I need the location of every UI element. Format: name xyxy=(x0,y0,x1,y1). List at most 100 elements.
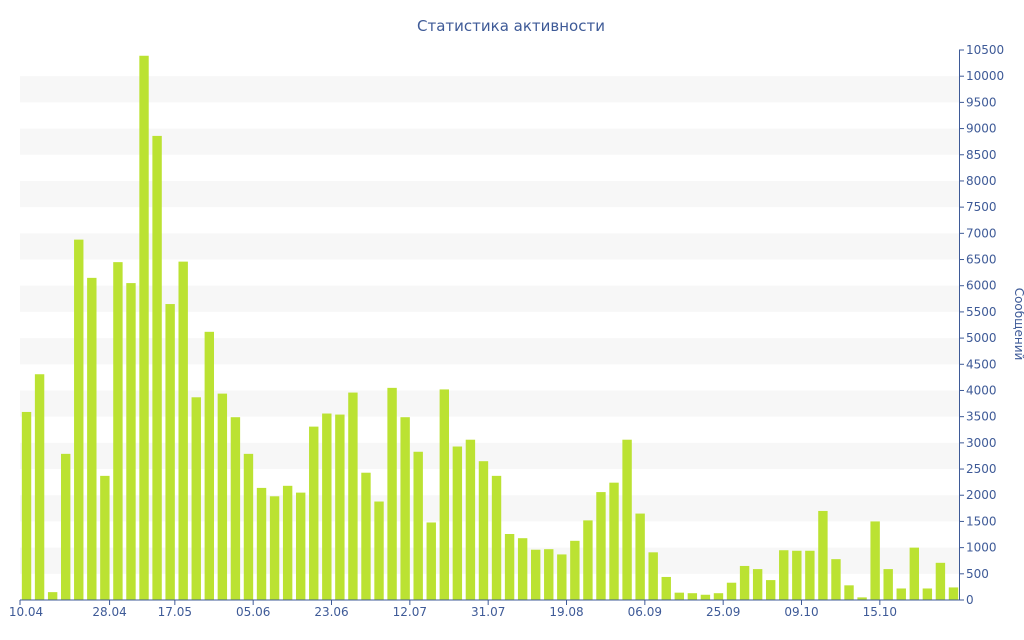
bar xyxy=(204,331,215,600)
bar xyxy=(243,453,254,600)
y-tick-label: 4000 xyxy=(966,383,997,397)
grid-band xyxy=(20,180,960,208)
bar xyxy=(765,580,776,600)
y-tick-label: 5500 xyxy=(966,305,997,319)
x-axis-ticks: 10.04 28.04 17.05 05.06 23.06 12.07 31.07 19.08… xyxy=(9,600,897,619)
bar xyxy=(21,411,32,600)
bar xyxy=(831,559,841,600)
grid-band xyxy=(20,442,960,470)
y-tick-label: 9000 xyxy=(966,122,997,136)
x-tick-label: 12.07 xyxy=(393,605,427,619)
bar xyxy=(269,496,280,600)
bar xyxy=(609,482,619,600)
grid-band xyxy=(20,76,960,103)
bar xyxy=(126,283,136,600)
bar xyxy=(948,587,959,600)
bar xyxy=(87,277,97,600)
bar xyxy=(870,521,880,600)
grid-bands xyxy=(20,76,960,574)
grid-band xyxy=(20,495,960,522)
y-tick-label: 4500 xyxy=(966,357,997,371)
bar xyxy=(752,569,763,600)
x-tick-label: 23.06 xyxy=(314,605,348,619)
bar xyxy=(922,588,933,600)
bar xyxy=(857,597,867,600)
bar xyxy=(256,487,267,600)
y-tick-label: 6000 xyxy=(966,279,997,293)
bar xyxy=(452,446,463,600)
bar xyxy=(818,510,828,600)
y-axis-label: Сообщений xyxy=(1012,288,1024,361)
grid-band xyxy=(20,128,960,155)
chart-title: Статистика активности xyxy=(417,17,605,35)
bar xyxy=(844,585,854,600)
bar xyxy=(674,592,685,600)
y-tick-label: 500 xyxy=(966,567,989,581)
bar xyxy=(152,135,162,600)
bar xyxy=(361,472,371,600)
bar xyxy=(335,414,345,600)
bar xyxy=(217,393,228,600)
y-tick-label: 7000 xyxy=(966,226,997,240)
bar xyxy=(687,593,698,600)
x-tick-label: 19.08 xyxy=(549,605,583,619)
bar xyxy=(348,392,358,600)
bars xyxy=(21,55,959,601)
bar xyxy=(74,239,84,600)
bar xyxy=(530,549,541,600)
grid-band xyxy=(20,390,960,417)
bar xyxy=(517,538,528,600)
y-tick-label: 10000 xyxy=(966,69,1004,83)
x-tick-label: 05.06 xyxy=(236,605,270,619)
y-tick-label: 3000 xyxy=(966,436,997,450)
x-tick-label: 15.10 xyxy=(863,605,897,619)
bar xyxy=(309,426,319,600)
bar xyxy=(583,520,593,600)
bar xyxy=(165,304,175,600)
bar xyxy=(413,451,423,600)
bar xyxy=(465,439,476,600)
bar xyxy=(544,549,554,600)
bar xyxy=(387,387,397,600)
y-tick-label: 9500 xyxy=(966,95,997,109)
bar xyxy=(896,588,906,600)
bar xyxy=(726,582,737,600)
y-tick-label: 8500 xyxy=(966,148,997,162)
x-tick-label: 28.04 xyxy=(92,605,126,619)
bar xyxy=(557,554,567,600)
bar xyxy=(322,413,332,600)
grid-band xyxy=(20,338,960,365)
x-tick-label: 10.04 xyxy=(9,605,43,619)
bar xyxy=(491,475,502,600)
bar xyxy=(60,453,71,600)
bar xyxy=(230,417,241,600)
x-tick-label: 31.07 xyxy=(471,605,505,619)
grid-band xyxy=(20,285,960,312)
x-tick-label: 09.10 xyxy=(784,605,818,619)
bar xyxy=(622,439,632,600)
bar xyxy=(295,492,306,600)
grid-band xyxy=(20,233,960,260)
bar xyxy=(935,562,946,600)
y-tick-label: 2000 xyxy=(966,488,997,502)
bar xyxy=(191,397,201,600)
bar xyxy=(478,461,489,600)
y-tick-label: 1500 xyxy=(966,514,997,528)
y-tick-label: 2500 xyxy=(966,462,997,476)
grid-band xyxy=(20,547,960,574)
bar xyxy=(661,576,671,600)
bar xyxy=(739,565,750,600)
y-tick-label: 1000 xyxy=(966,541,997,555)
bar xyxy=(178,261,188,600)
bar xyxy=(570,540,580,600)
bar xyxy=(883,569,893,600)
y-tick-label: 6500 xyxy=(966,253,997,267)
x-tick-label: 17.05 xyxy=(158,605,192,619)
bar xyxy=(504,534,515,600)
y-tick-label: 3500 xyxy=(966,410,997,424)
bar xyxy=(648,552,658,600)
bar xyxy=(34,374,45,600)
y-tick-label: 5000 xyxy=(966,331,997,345)
bar xyxy=(700,594,711,600)
